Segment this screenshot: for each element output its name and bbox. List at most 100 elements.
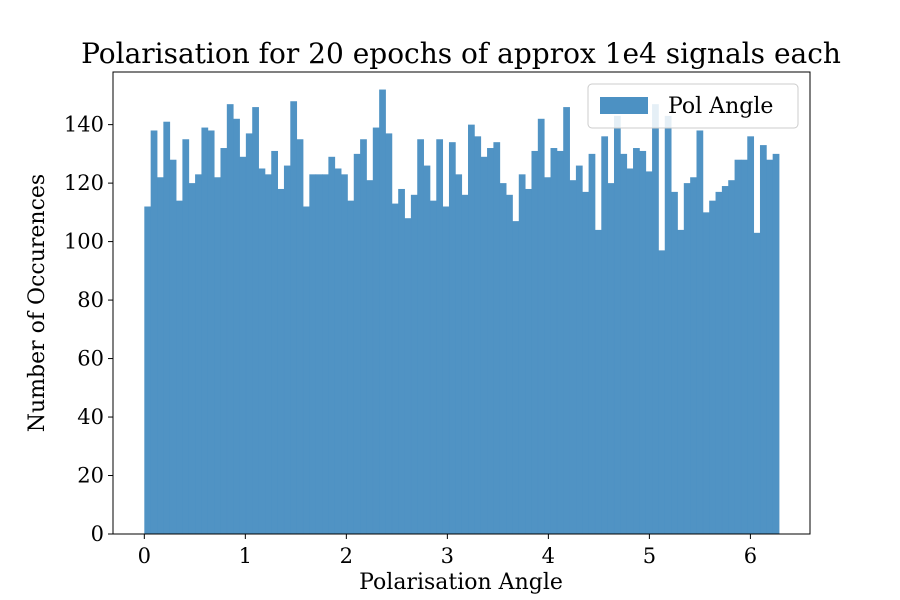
- y-tick-label: 20: [77, 464, 104, 488]
- histogram-bar: [379, 89, 386, 534]
- x-tick-label: 0: [138, 544, 151, 568]
- histogram-bar: [188, 183, 196, 534]
- histogram-bar: [360, 139, 367, 534]
- histogram-bar: [423, 165, 431, 534]
- histogram-bar: [169, 159, 177, 535]
- legend-label: Pol Angle: [668, 94, 773, 119]
- histogram-bar: [391, 203, 399, 534]
- histogram-bar: [518, 174, 526, 534]
- histogram-bar: [461, 194, 469, 534]
- histogram-bar: [766, 159, 774, 535]
- histogram-bar: [429, 200, 437, 534]
- histogram-bar: [372, 127, 380, 535]
- plot-frame: [112, 71, 811, 535]
- histogram-bar: [245, 133, 253, 534]
- histogram-bar: [550, 148, 558, 534]
- histogram-bar: [620, 153, 628, 534]
- histogram-bar: [233, 118, 240, 534]
- histogram-bar: [258, 168, 266, 535]
- histogram-bar: [569, 180, 577, 534]
- histogram-bar: [144, 206, 152, 534]
- histogram-bar: [671, 191, 678, 534]
- histogram-bar: [544, 177, 551, 535]
- chart-title: Polarisation for 20 epochs of approx 1e4…: [81, 37, 841, 70]
- histogram-bar: [772, 153, 780, 534]
- histogram-bar: [747, 136, 755, 535]
- x-axis-label: Polarisation Angle: [359, 570, 563, 595]
- histogram-bar: [721, 186, 729, 535]
- histogram-bar: [683, 183, 691, 534]
- histogram-bar: [334, 168, 342, 535]
- histogram-bar: [753, 232, 761, 534]
- histogram-bar: [271, 150, 279, 534]
- histogram-bar: [563, 107, 570, 534]
- histogram-bar: [404, 218, 412, 535]
- legend: Pol Angle: [587, 83, 799, 129]
- x-tick-label: 5: [643, 544, 656, 568]
- y-tick-label: 100: [64, 230, 104, 254]
- histogram-bar: [633, 148, 640, 534]
- legend-box: [587, 83, 799, 129]
- histogram-bar: [201, 127, 209, 535]
- histogram-bar: [506, 194, 513, 534]
- y-tick-label: 120: [64, 171, 104, 195]
- histogram-bar: [664, 115, 672, 535]
- histogram-bar: [613, 115, 621, 535]
- histogram-bar: [163, 121, 171, 534]
- histogram-bar: [385, 133, 393, 534]
- histogram-bar: [410, 194, 418, 534]
- histogram-bar: [480, 156, 488, 534]
- histogram-bar: [652, 104, 659, 535]
- histogram-bar: [398, 188, 405, 534]
- histogram-bar: [594, 229, 602, 534]
- x-tick-label: 2: [340, 544, 353, 568]
- histogram-bar: [176, 200, 183, 534]
- histogram-bar: [277, 188, 285, 534]
- histogram-bar: [537, 118, 545, 534]
- y-tick-label: 60: [77, 347, 104, 371]
- histogram-bar: [677, 229, 685, 534]
- histogram-bar: [740, 159, 748, 535]
- histogram-bar: [626, 168, 634, 535]
- histogram-bar: [499, 183, 507, 534]
- histogram-bar: [182, 139, 190, 534]
- y-tick-label: 0: [91, 522, 104, 546]
- histogram-bar: [157, 177, 164, 535]
- histogram-bar: [702, 212, 710, 534]
- histogram-bar: [728, 180, 735, 534]
- x-tick-label: 3: [441, 544, 454, 568]
- bars-group: [144, 89, 780, 535]
- histogram-bar: [455, 174, 463, 534]
- histogram-bar: [690, 177, 697, 535]
- y-axis-ticks: 0 20 40 60 80 100 120 140: [64, 113, 113, 546]
- y-tick-label: 80: [77, 288, 104, 312]
- histogram-bar: [696, 130, 704, 534]
- histogram-bar: [734, 159, 742, 535]
- histogram-bar: [353, 153, 361, 534]
- histogram-bar: [296, 139, 304, 534]
- histogram-bar: [436, 139, 444, 534]
- histogram-bar: [531, 150, 539, 534]
- histogram-bar: [493, 142, 501, 534]
- x-tick-label: 6: [744, 544, 757, 568]
- histogram-bar: [239, 156, 247, 534]
- histogram-bar: [315, 174, 323, 534]
- histogram-bar: [645, 171, 653, 534]
- histogram-bar: [150, 130, 158, 534]
- histogram-bar: [226, 104, 234, 535]
- histogram-bar: [658, 250, 666, 534]
- y-axis-label: Number of Occurences: [25, 174, 50, 432]
- histogram-bar: [709, 200, 716, 534]
- histogram-bar: [639, 150, 647, 534]
- histogram-bar: [588, 153, 596, 534]
- y-tick-label: 140: [64, 113, 104, 137]
- histogram-bar: [195, 174, 202, 534]
- histogram-bar: [601, 136, 609, 535]
- histogram-bar: [347, 200, 355, 534]
- histogram-bar: [607, 183, 615, 534]
- histogram-bar: [366, 180, 374, 534]
- histogram-bar: [442, 206, 450, 534]
- histogram-bar: [302, 206, 310, 534]
- histogram-bar: [417, 139, 424, 534]
- histogram-bar: [309, 174, 317, 534]
